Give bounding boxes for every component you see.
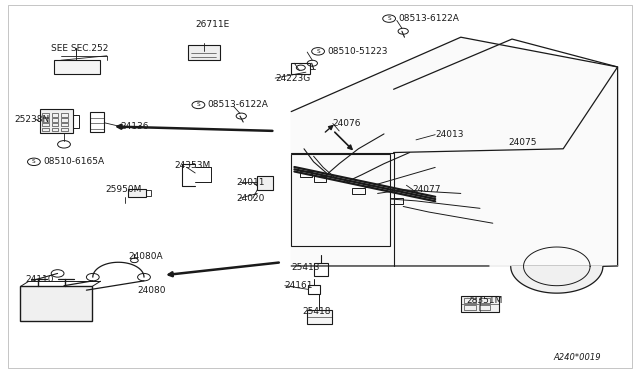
Text: A240*0019: A240*0019 xyxy=(554,353,601,362)
Text: 08510-6165A: 08510-6165A xyxy=(43,157,104,166)
Text: 25413: 25413 xyxy=(291,263,320,272)
Text: 24353M: 24353M xyxy=(174,161,211,170)
Bar xyxy=(73,115,79,128)
Bar xyxy=(90,112,104,132)
Bar xyxy=(390,198,403,204)
Text: 24136: 24136 xyxy=(120,122,149,131)
Bar xyxy=(291,63,310,74)
Bar xyxy=(461,296,499,312)
Text: 24076: 24076 xyxy=(333,119,362,128)
Bar xyxy=(188,45,220,60)
Bar xyxy=(300,171,312,177)
Bar xyxy=(479,305,490,310)
Text: 25950M: 25950M xyxy=(106,185,142,194)
Bar xyxy=(128,189,146,197)
Polygon shape xyxy=(490,266,618,293)
Bar xyxy=(352,188,365,194)
Bar xyxy=(42,123,49,126)
Text: 08513-6122A: 08513-6122A xyxy=(398,14,459,23)
Text: 25418: 25418 xyxy=(302,307,331,316)
Text: 28351M: 28351M xyxy=(466,296,502,305)
Bar xyxy=(20,286,92,321)
Bar xyxy=(52,118,58,122)
Text: S: S xyxy=(196,102,200,108)
Text: 08510-51223: 08510-51223 xyxy=(327,47,388,56)
Polygon shape xyxy=(291,37,618,266)
Text: 08513-6122A: 08513-6122A xyxy=(207,100,268,109)
Text: S: S xyxy=(32,159,36,164)
Text: 24110: 24110 xyxy=(26,275,54,284)
Text: 24223G: 24223G xyxy=(275,74,310,83)
Bar xyxy=(52,123,58,126)
Bar xyxy=(42,113,49,117)
Text: 24020: 24020 xyxy=(237,194,265,203)
Bar xyxy=(464,305,476,310)
Text: 24161: 24161 xyxy=(285,281,314,290)
Bar xyxy=(61,118,68,122)
Text: 24080: 24080 xyxy=(138,286,166,295)
Bar xyxy=(42,118,49,122)
Text: 24080A: 24080A xyxy=(128,252,163,261)
Bar xyxy=(52,128,58,131)
Bar xyxy=(52,113,58,117)
Bar xyxy=(146,190,151,196)
Bar xyxy=(314,263,328,276)
Text: 24011: 24011 xyxy=(237,178,266,187)
Bar xyxy=(61,128,68,131)
Text: SEE SEC.252: SEE SEC.252 xyxy=(51,44,109,53)
Bar xyxy=(61,123,68,126)
Bar xyxy=(40,109,73,133)
Text: 25238N: 25238N xyxy=(14,115,49,124)
Text: S: S xyxy=(387,16,391,21)
Bar xyxy=(314,176,326,182)
Bar xyxy=(42,128,49,131)
Text: 26711E: 26711E xyxy=(195,20,230,29)
Text: 24013: 24013 xyxy=(435,130,464,139)
Bar xyxy=(479,298,490,303)
Text: 24075: 24075 xyxy=(509,138,538,147)
Bar xyxy=(257,176,273,190)
Bar xyxy=(61,113,68,117)
Bar xyxy=(54,60,100,74)
Bar xyxy=(307,310,332,324)
Bar xyxy=(291,154,390,246)
Bar xyxy=(464,298,476,303)
Text: 24077: 24077 xyxy=(413,185,442,194)
Text: S: S xyxy=(316,49,320,54)
Bar xyxy=(308,285,320,294)
